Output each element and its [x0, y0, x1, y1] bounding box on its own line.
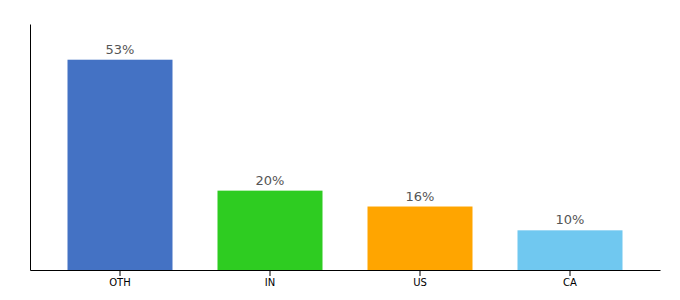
x-tick-label: CA	[563, 277, 577, 288]
x-tick-mark	[120, 270, 121, 276]
data-label: 53%	[106, 42, 135, 57]
x-tick-label: US	[413, 277, 427, 288]
x-tick-mark	[420, 270, 421, 276]
x-tick: US	[413, 270, 427, 288]
x-tick: CA	[563, 270, 577, 288]
data-label: 20%	[256, 173, 285, 188]
x-tick: OTH	[109, 270, 131, 288]
plot: OTH IN US CA 53% 20% 16% 10%	[31, 25, 661, 289]
x-tick-mark	[570, 270, 571, 276]
data-label: 10%	[556, 212, 585, 227]
bar	[368, 207, 473, 270]
x-tick-label: IN	[265, 277, 275, 288]
bar	[518, 230, 623, 270]
x-tick-label: OTH	[109, 277, 131, 288]
data-labels: 53% 20% 16% 10%	[106, 42, 585, 228]
x-axis: OTH IN US CA	[31, 270, 661, 288]
bar	[218, 191, 323, 270]
x-axis-line	[31, 270, 661, 271]
bars	[68, 60, 623, 270]
x-tick-mark	[270, 270, 271, 276]
y-axis-line	[30, 25, 31, 271]
y-axis	[30, 25, 31, 271]
data-label: 16%	[406, 189, 435, 204]
chart: OTH IN US CA 53% 20% 16% 10%	[0, 0, 680, 300]
bar	[68, 60, 173, 270]
x-tick: IN	[265, 270, 275, 288]
